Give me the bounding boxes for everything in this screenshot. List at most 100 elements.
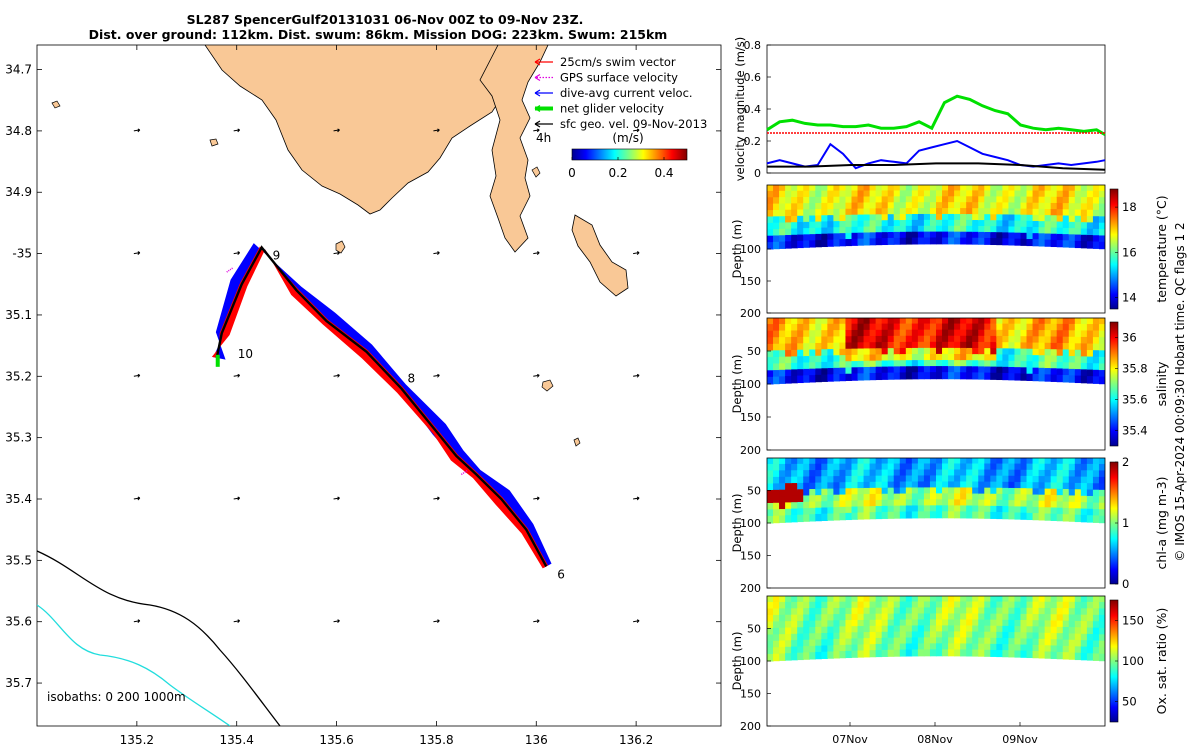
section-cell	[851, 373, 859, 381]
section-cell	[972, 463, 979, 471]
section-cell	[978, 643, 985, 651]
section-cell	[875, 505, 883, 514]
section-cell	[911, 329, 919, 337]
section-cell	[972, 458, 979, 465]
section-cell	[827, 482, 834, 490]
section-cell	[1026, 620, 1034, 628]
section-cell	[881, 208, 889, 216]
section-cell	[1092, 197, 1100, 205]
section-cell	[899, 637, 907, 645]
section-cell	[899, 237, 907, 245]
section-cell	[881, 511, 889, 519]
section-cell	[881, 613, 889, 621]
section-cell	[990, 232, 997, 240]
section-cell	[923, 607, 931, 615]
section-cell	[972, 335, 979, 343]
section-cell	[785, 627, 792, 635]
section-cell	[1038, 208, 1046, 217]
section-cell	[1086, 324, 1094, 332]
section-cell	[1056, 458, 1064, 465]
section-cell	[1080, 502, 1088, 510]
section-cell	[791, 470, 798, 478]
section-cell	[972, 329, 979, 337]
section-cell	[990, 366, 997, 374]
section-cell	[863, 208, 871, 216]
section-cell	[809, 463, 816, 472]
section-cell	[978, 220, 985, 227]
section-cell	[905, 185, 913, 192]
section-cell	[923, 469, 931, 477]
section-cell	[791, 621, 798, 629]
section-cell	[833, 632, 841, 640]
legend-label: net glider velocity	[560, 102, 664, 116]
section-cell	[803, 608, 810, 616]
section-cell	[1056, 368, 1064, 376]
section-cell	[1074, 222, 1082, 230]
section-cell	[785, 330, 792, 339]
section-cell	[1092, 343, 1100, 352]
section-cell	[893, 487, 901, 495]
section-cell	[905, 341, 913, 349]
section-cell	[827, 368, 834, 376]
section-cell	[887, 487, 895, 495]
section-cell	[839, 601, 847, 609]
section-cell	[905, 475, 913, 483]
section-cell	[1020, 500, 1028, 508]
section-cell	[1074, 495, 1082, 503]
section-cell	[948, 225, 955, 233]
section-ytick-label: 200	[740, 720, 761, 733]
section-cell	[773, 241, 780, 250]
section-cell	[803, 652, 810, 660]
section-cell	[899, 505, 907, 513]
section-cell	[905, 463, 913, 471]
section-cell	[954, 469, 961, 477]
section-cell	[1098, 509, 1105, 517]
section-cell	[1044, 601, 1052, 609]
section-cell	[827, 632, 834, 641]
section-cell	[821, 215, 828, 223]
section-cell	[863, 613, 871, 621]
section-cell	[1098, 647, 1105, 655]
section-cell	[1026, 488, 1034, 496]
section-cell	[990, 372, 997, 380]
section-cell	[1002, 373, 1010, 381]
section-cell	[803, 646, 810, 654]
section-cell	[833, 190, 841, 198]
section-cell	[1074, 209, 1082, 217]
section-cell	[815, 190, 822, 198]
section-cell	[845, 214, 853, 222]
section-cell	[845, 318, 853, 325]
section-cell	[869, 625, 877, 633]
section-cell	[1032, 476, 1040, 484]
section-cell	[869, 329, 877, 338]
section-cell	[954, 511, 961, 519]
section-cell	[779, 596, 786, 603]
section-cell	[881, 499, 889, 507]
section-cell	[797, 463, 804, 472]
section-cell	[875, 190, 883, 198]
section-cell	[845, 638, 853, 646]
section-cell	[791, 640, 798, 648]
section-cell	[899, 643, 907, 651]
section-cell	[857, 613, 865, 621]
section-cell	[1044, 355, 1052, 363]
section-cell	[1032, 190, 1040, 198]
section-cell	[821, 368, 828, 376]
section-cell	[1008, 202, 1016, 210]
section-cell	[791, 369, 798, 377]
section-cell	[978, 469, 985, 477]
section-cell	[851, 632, 859, 640]
section-cell	[996, 469, 1003, 477]
section-cell	[797, 470, 804, 478]
section-cell	[948, 366, 955, 374]
section-cell	[1032, 208, 1040, 216]
section-cell	[1098, 653, 1105, 662]
section-cell	[839, 361, 847, 369]
section-cell	[990, 202, 997, 210]
section-cell	[797, 601, 804, 610]
section-cell	[942, 505, 949, 513]
section-cell	[809, 633, 816, 641]
section-cell	[851, 323, 859, 331]
section-cell	[1008, 487, 1016, 496]
section-colorbar-tick-label: 18	[1122, 200, 1137, 214]
